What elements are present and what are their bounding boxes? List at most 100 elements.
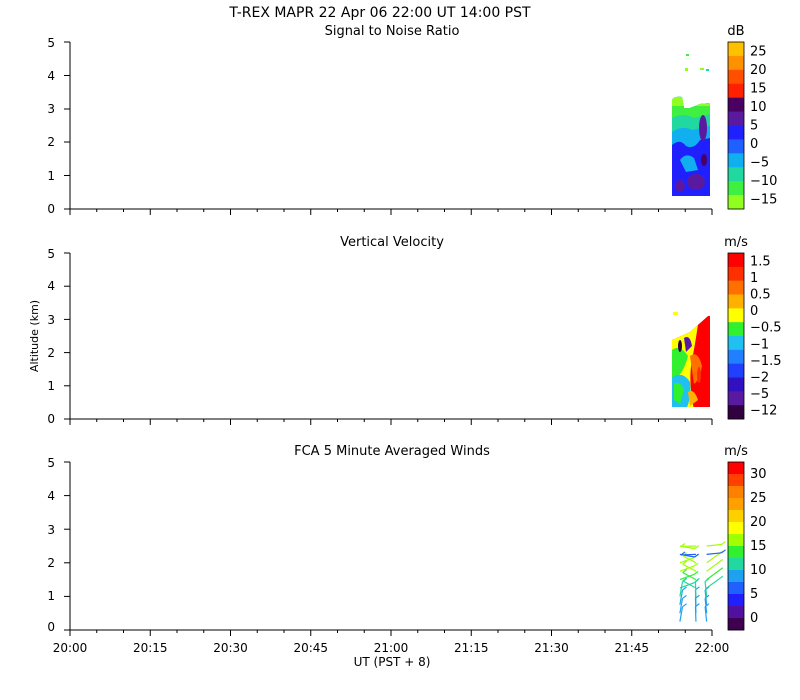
wind-barb	[679, 557, 695, 564]
wind-barb	[679, 582, 695, 589]
colorbar-label: 1.5	[750, 254, 771, 269]
colorbar: 30 25 20 15 10 5 0	[727, 461, 767, 631]
colorbar-swatch	[728, 280, 744, 295]
colorbar-label: 25	[750, 491, 767, 506]
wind-barbs	[679, 540, 726, 622]
colorbar-label: −12	[750, 404, 777, 419]
wind-barb	[706, 578, 720, 589]
colorbar-swatch	[728, 486, 744, 499]
wind-barb-flag	[682, 577, 688, 582]
colorbar-swatch	[728, 594, 744, 607]
colorbar-swatch	[728, 570, 744, 583]
y-tick-label: 2	[47, 346, 55, 360]
wind-barb	[680, 545, 696, 548]
x-tick-label: 21:00	[374, 641, 409, 655]
colorbar-swatch	[728, 69, 744, 85]
wind-barb-flag	[680, 551, 686, 556]
wind-barb	[706, 543, 722, 547]
x-tick-label: 20:15	[133, 641, 168, 655]
figure-title: T-REX MAPR 22 Apr 06 22:00 UT 14:00 PST	[228, 5, 531, 21]
colorbar-label: 20	[750, 63, 767, 78]
colorbar-swatch	[728, 181, 744, 196]
colorbar-label: 0	[750, 137, 758, 152]
wind-barb-flag	[693, 570, 699, 575]
y-tick-label: 5	[47, 456, 55, 470]
wind-barb-flag	[718, 575, 724, 580]
colorbar: 1.5 1 0.50 −0.5−1 −1.5 −2−5 −12	[727, 252, 782, 420]
panel-snr: Signal to Noise Ratio 0 1 2 3 4 5	[47, 24, 777, 216]
panel-winds: FCA 5 Minute Averaged Winds 0 1 2 3 4 5 …	[47, 444, 766, 655]
colorbar-unit: m/s	[724, 444, 748, 459]
y-tick-label: 5	[47, 36, 55, 50]
colorbar-swatch	[728, 618, 744, 631]
y-tick-label: 5	[47, 247, 55, 261]
y-tick-label: 3	[47, 313, 55, 327]
wind-barb	[704, 598, 708, 614]
snr-speck	[685, 68, 688, 71]
wind-barb	[679, 565, 695, 572]
y-tick-label: 2	[47, 556, 55, 570]
wind-barb	[679, 573, 695, 581]
colorbar-unit: m/s	[724, 235, 748, 250]
colorbar-label: 1	[750, 271, 758, 286]
y-tick-label: 0	[47, 202, 55, 216]
colorbar-swatch	[728, 167, 744, 182]
wind-barb-flag	[718, 567, 724, 572]
y-tick-label: 0	[47, 412, 55, 426]
wind-barb-flag	[721, 540, 726, 545]
x-tick-label: 20:00	[53, 641, 88, 655]
wind-barb-flag	[682, 603, 687, 608]
colorbar-swatch	[728, 336, 744, 351]
y-tick-label: 4	[47, 489, 55, 503]
colorbar-swatch	[728, 42, 744, 57]
x-tick-label: 21:45	[614, 641, 649, 655]
colorbar-swatch	[728, 83, 744, 99]
wind-barb-flag	[718, 558, 724, 563]
panel-vertical-velocity: Vertical Velocity Altitude (km) 0 1 2 3 …	[28, 235, 782, 426]
colorbar-swatch	[728, 546, 744, 559]
snr-speck	[706, 69, 709, 71]
colorbar-swatch	[728, 111, 744, 126]
wind-barb-flag	[694, 553, 700, 558]
colorbar-swatch	[728, 377, 744, 392]
colorbar-label: 0.5	[750, 288, 771, 303]
wind-barb	[706, 570, 720, 581]
wind-barb	[682, 563, 697, 572]
colorbar-label: 15	[750, 81, 767, 96]
y-axis: 0 1 2 3 4 5	[47, 36, 71, 216]
wind-barb	[679, 606, 684, 622]
x-tick-label: 20:45	[293, 641, 328, 655]
wind-barb-flag	[695, 577, 700, 582]
colorbar-label: −10	[750, 174, 777, 189]
colorbar-swatch	[728, 498, 744, 511]
y-tick-label: 1	[47, 169, 55, 183]
y-tick-label: 3	[47, 102, 55, 116]
colorbar-swatch	[728, 522, 744, 535]
colorbar-swatch	[728, 97, 744, 112]
colorbar-swatch	[728, 139, 744, 154]
colorbar-swatch	[728, 510, 744, 523]
colorbar-swatch	[728, 534, 744, 547]
x-tick-label: 22:00	[695, 641, 730, 655]
colorbar-label: 0	[750, 304, 758, 319]
x-tick-label: 20:30	[213, 641, 248, 655]
x-axis-label: UT (PST + 8)	[354, 655, 431, 669]
colorbar-label: −5	[750, 387, 769, 402]
y-tick-label: 1	[47, 589, 55, 603]
colorbar-swatch	[728, 363, 744, 378]
colorbar-swatch	[728, 195, 744, 210]
wind-barb	[704, 606, 708, 622]
vv-speck	[673, 312, 678, 315]
y-tick-label: 3	[47, 523, 55, 537]
y-axis-label: Altitude (km)	[28, 300, 41, 372]
wind-barb-flag	[721, 549, 726, 554]
colorbar-label: 30	[750, 467, 767, 482]
snr-speck	[686, 54, 689, 56]
colorbar-label: 10	[750, 100, 767, 115]
snr-speck	[700, 68, 704, 70]
colorbar-label: −0.5	[750, 321, 782, 336]
colorbar-label: −1	[750, 337, 769, 352]
wind-barb-flag	[680, 543, 686, 548]
colorbar-swatch	[728, 266, 744, 282]
